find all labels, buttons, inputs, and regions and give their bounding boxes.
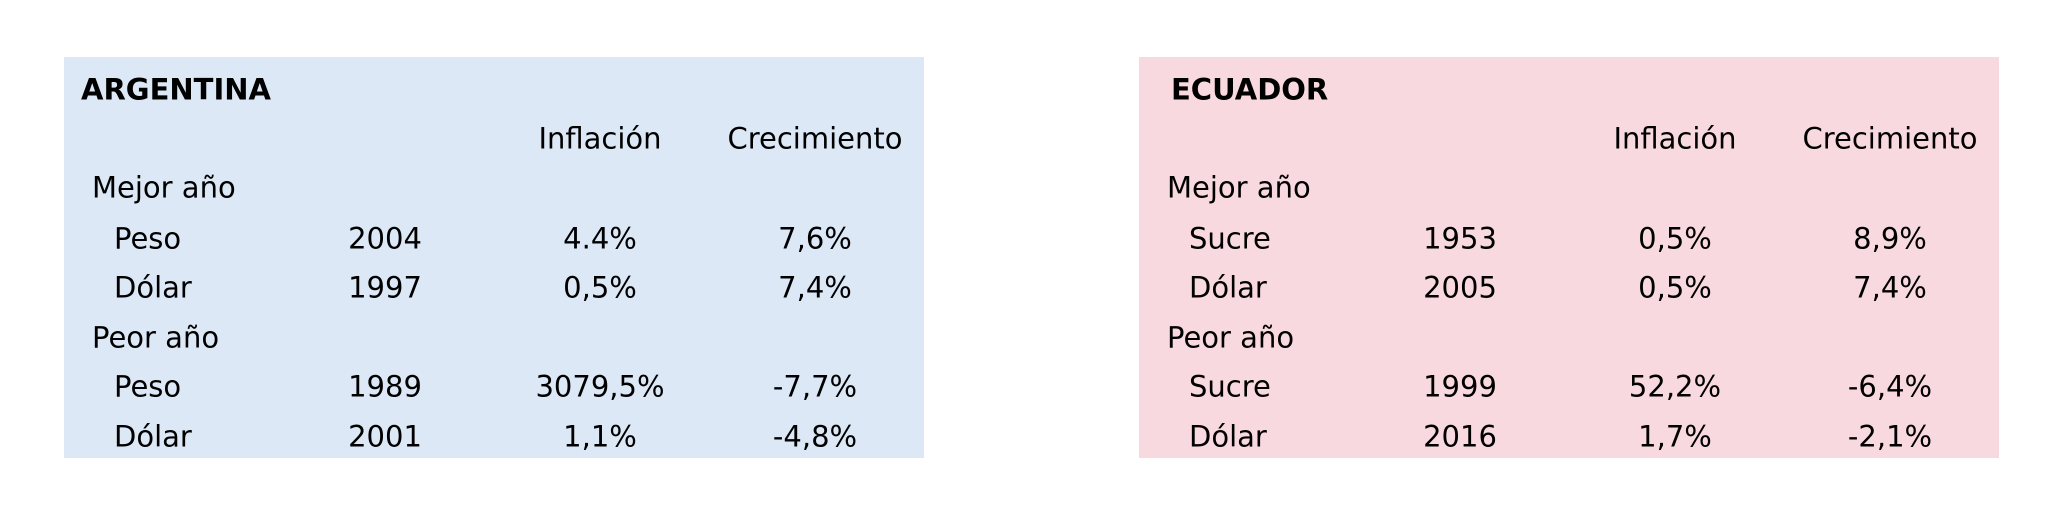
column-header: Inflación [1613, 121, 1737, 156]
row-label: Peso [114, 369, 182, 404]
group-label: Mejor año [1167, 170, 1311, 205]
panel-title: ECUADOR [1171, 72, 1329, 107]
table-cell: 3079,5% [535, 369, 665, 404]
table-cell: 52,2% [1628, 369, 1722, 404]
row-label: Sucre [1189, 369, 1271, 404]
table-cell: 4.4% [563, 221, 637, 256]
row-label: Dólar [114, 419, 192, 454]
table-cell: 2004 [348, 221, 422, 256]
table-cell: 1999 [1423, 369, 1497, 404]
table-cell: 0,5% [563, 270, 637, 305]
table-cell: 1,7% [1638, 419, 1712, 454]
row-label: Peso [114, 221, 182, 256]
table-cell: 2001 [348, 419, 422, 454]
row-label: Dólar [1189, 270, 1267, 305]
column-header: Inflación [538, 121, 662, 156]
panel-title: ARGENTINA [81, 72, 271, 107]
table-cell: 0,5% [1638, 270, 1712, 305]
table-cell: -7,7% [772, 369, 858, 404]
group-label: Mejor año [92, 170, 236, 205]
group-label: Peor año [1167, 320, 1295, 355]
column-header: Crecimiento [727, 121, 903, 156]
table-cell: -2,1% [1847, 419, 1933, 454]
table-cell: 0,5% [1638, 221, 1712, 256]
argentina-panel: ARGENTINA Inflación Crecimiento Mejor año Pe… [64, 57, 924, 458]
table-cell: 7,6% [778, 221, 852, 256]
column-header: Crecimiento [1802, 121, 1978, 156]
row-label: Sucre [1189, 221, 1271, 256]
table-cell: 2005 [1423, 270, 1497, 305]
row-label: Dólar [1189, 419, 1267, 454]
table-cell: -4,8% [772, 419, 858, 454]
table-cell: 1997 [348, 270, 422, 305]
table-cell: 1953 [1423, 221, 1497, 256]
ecuador-panel: ECUADOR Inflación Crecimiento Mejor año Sucr… [1139, 57, 1999, 458]
table-cell: 8,9% [1853, 221, 1927, 256]
table-cell: 1989 [348, 369, 422, 404]
table-cell: 7,4% [778, 270, 852, 305]
row-label: Dólar [114, 270, 192, 305]
table-cell: 2016 [1423, 419, 1497, 454]
table-cell: 1,1% [563, 419, 637, 454]
table-cell: 7,4% [1853, 270, 1927, 305]
table-cell: -6,4% [1847, 369, 1933, 404]
group-label: Peor año [92, 320, 220, 355]
